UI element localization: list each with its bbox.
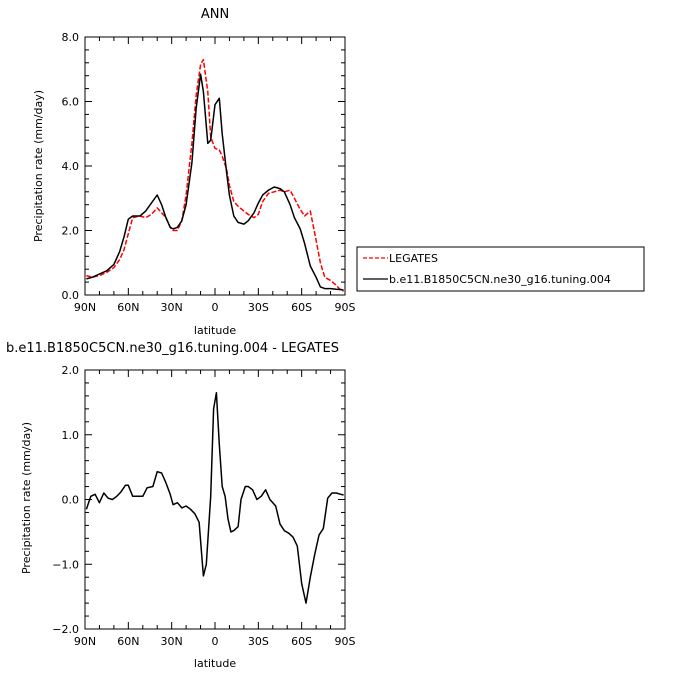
top-x-tick-label: 60S [291,301,312,314]
bottom-y-tick-label: 1.0 [62,429,80,442]
top-x-tick-label: 60N [117,301,139,314]
bottom-series-line-difference [85,391,344,604]
top-x-tick-label: 90S [335,301,356,314]
bottom-y-tick-label: −1.0 [52,558,79,571]
bottom-x-tick-label: 30S [248,635,269,648]
legend-label-legates: LEGATES [389,252,438,265]
top-series-line-legates [86,58,344,292]
bottom-y-tick-label: 0.0 [62,494,80,507]
top-x-tick-label: 90N [74,301,96,314]
bottom-x-tick-label: 60S [291,635,312,648]
bottom-x-tick-label: 60N [117,635,139,648]
bottom-chart-title: b.e11.B1850C5CN.ne30_g16.tuning.004 - LE… [6,341,339,356]
top-x-tick-label: 30N [161,301,183,314]
bottom-y-tick-label: −2.0 [52,623,79,636]
legend: LEGATES b.e11.B1850C5CN.ne30_g16.tuning.… [356,246,645,292]
bottom-x-tick-label: 90N [74,635,96,648]
top-panel: ANN Precipitation rate (mm/day) latitude… [32,7,645,337]
top-y-tick-label: 6.0 [62,96,80,109]
legend-label-model: b.e11.B1850C5CN.ne30_g16.tuning.004 [389,273,611,286]
top-y-axis-label: Precipitation rate (mm/day) [32,90,45,242]
legend-frame [356,246,645,292]
bottom-y-axis-label: Precipitation rate (mm/day) [20,422,33,574]
top-series-line-model [86,73,344,291]
top-chart-title: ANN [201,7,229,22]
bottom-panel: b.e11.B1850C5CN.ne30_g16.tuning.004 - LE… [6,341,356,670]
bottom-x-tick-label: 0 [212,635,219,648]
top-y-tick-label: 8.0 [62,31,80,44]
top-x-axis-label: latitude [194,324,236,337]
top-x-tick-label: 0 [212,301,219,314]
top-y-tick-label: 0.0 [62,289,80,302]
bottom-x-axis-label: latitude [194,657,236,670]
bottom-y-tick-label: 2.0 [62,364,80,377]
top-plot-frame [84,36,346,296]
bottom-x-tick-label: 30N [161,635,183,648]
top-y-tick-label: 2.0 [62,225,80,238]
top-x-tick-label: 30S [248,301,269,314]
bottom-plot-frame [84,369,346,630]
bottom-x-tick-label: 90S [335,635,356,648]
top-y-tick-label: 4.0 [62,160,80,173]
